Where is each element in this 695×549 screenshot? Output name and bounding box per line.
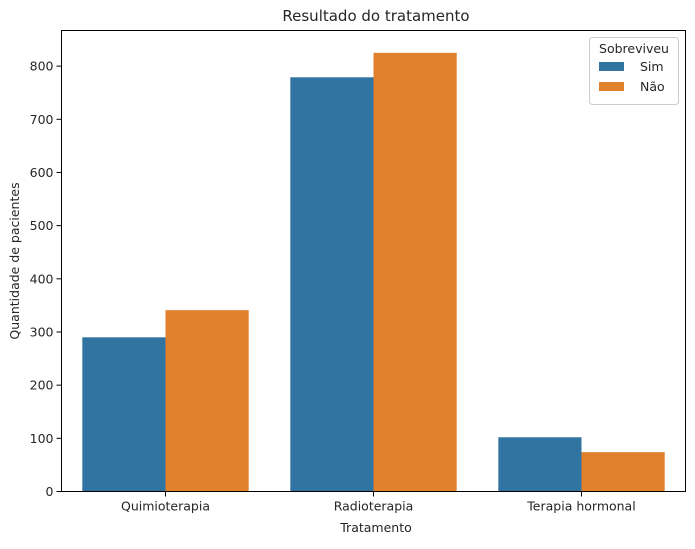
x-tick-label-1: Radioterapia: [334, 499, 414, 514]
y-tick-label-6: 600: [30, 165, 54, 180]
bar-sim-2: [498, 437, 582, 492]
y-tick-label-8: 800: [30, 59, 54, 74]
bar-sim-0: [82, 337, 166, 492]
legend-label-não: Não: [640, 79, 665, 94]
y-tick-label-2: 200: [30, 378, 54, 393]
y-tick-label-0: 0: [46, 484, 54, 499]
x-tick-label-0: Quimioterapia: [121, 499, 210, 514]
x-axis-label: Tratamento: [339, 520, 412, 535]
legend-label-sim: Sim: [640, 59, 664, 74]
legend-title: Sobreviveu: [599, 41, 669, 56]
legend-swatch-sim: [599, 62, 624, 71]
bar-sim-1: [290, 77, 374, 492]
y-tick-label-1: 100: [30, 431, 54, 446]
bar-não-2: [581, 452, 665, 492]
bar-não-1: [373, 52, 457, 492]
y-axis: 0 100 200 300 400 500 600 700 800: [30, 59, 62, 499]
y-axis-label: Quantidade de pacientes: [7, 182, 22, 339]
bars-group: [82, 52, 665, 492]
chart-title: Resultado do tratamento: [282, 7, 469, 25]
y-tick-label-4: 400: [30, 271, 54, 286]
x-tick-label-2: Terapia hormonal: [526, 499, 635, 514]
x-axis: Quimioterapia Radioterapia Terapia hormona…: [121, 491, 636, 514]
y-tick-label-5: 500: [30, 218, 54, 233]
bar-não-0: [165, 310, 249, 492]
legend: Sobreviveu Sim Não: [589, 37, 679, 105]
legend-items: Sim Não: [599, 59, 665, 94]
y-tick-label-7: 700: [30, 112, 54, 127]
y-tick-label-3: 300: [30, 324, 54, 339]
plot-frame: [61, 30, 686, 492]
legend-swatch-não: [599, 82, 624, 91]
